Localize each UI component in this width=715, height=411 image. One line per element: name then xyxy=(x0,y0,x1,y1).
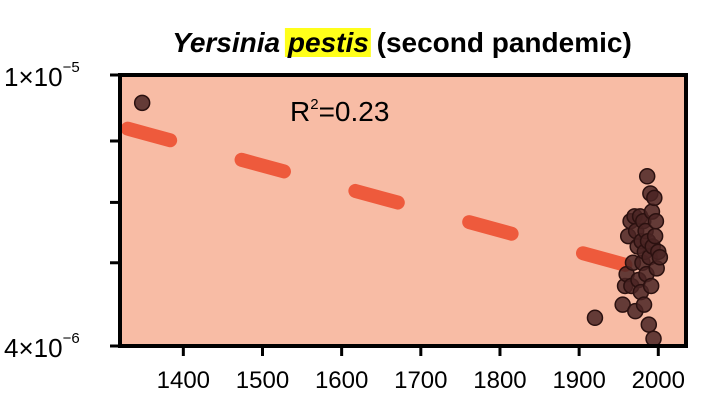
x-tick-label: 1400 xyxy=(157,367,210,394)
x-tick-label: 1900 xyxy=(552,367,605,394)
x-tick-label: 1500 xyxy=(236,367,289,394)
plot-frame xyxy=(118,73,688,348)
data-point xyxy=(640,316,658,333)
data-point xyxy=(646,189,663,207)
x-tick-label: 1600 xyxy=(315,367,368,394)
data-point xyxy=(642,277,660,295)
data-point xyxy=(635,296,653,313)
y-tick-label: 1×10−5 xyxy=(4,59,80,92)
data-point xyxy=(645,330,662,347)
x-tick-label: 1700 xyxy=(394,367,447,394)
data-point xyxy=(646,227,664,245)
data-point xyxy=(651,248,669,266)
data-point xyxy=(638,168,656,185)
r2-letter: R xyxy=(290,96,310,127)
r2-annotation: R2=0.23 xyxy=(290,96,389,127)
y-tick-label: 4×10−6 xyxy=(4,330,80,363)
data-point xyxy=(133,94,151,112)
data-point xyxy=(647,212,665,230)
plot-panel xyxy=(120,75,686,346)
title-highlight xyxy=(284,28,371,57)
r2-value: =0.23 xyxy=(319,96,390,127)
r2-superscript: 2 xyxy=(310,96,318,113)
x-tick-label: 1800 xyxy=(473,367,526,394)
title-genus: Yersinia xyxy=(172,27,280,58)
x-tick-label: 2000 xyxy=(632,367,685,394)
fit-line xyxy=(113,119,646,276)
chart-title: Yersinia pestis (second pandemic) xyxy=(172,27,632,58)
title-suffix: (second pandemic) xyxy=(377,27,632,58)
title-species: pestis xyxy=(287,27,369,58)
data-point xyxy=(586,309,604,327)
data-point xyxy=(614,296,631,313)
